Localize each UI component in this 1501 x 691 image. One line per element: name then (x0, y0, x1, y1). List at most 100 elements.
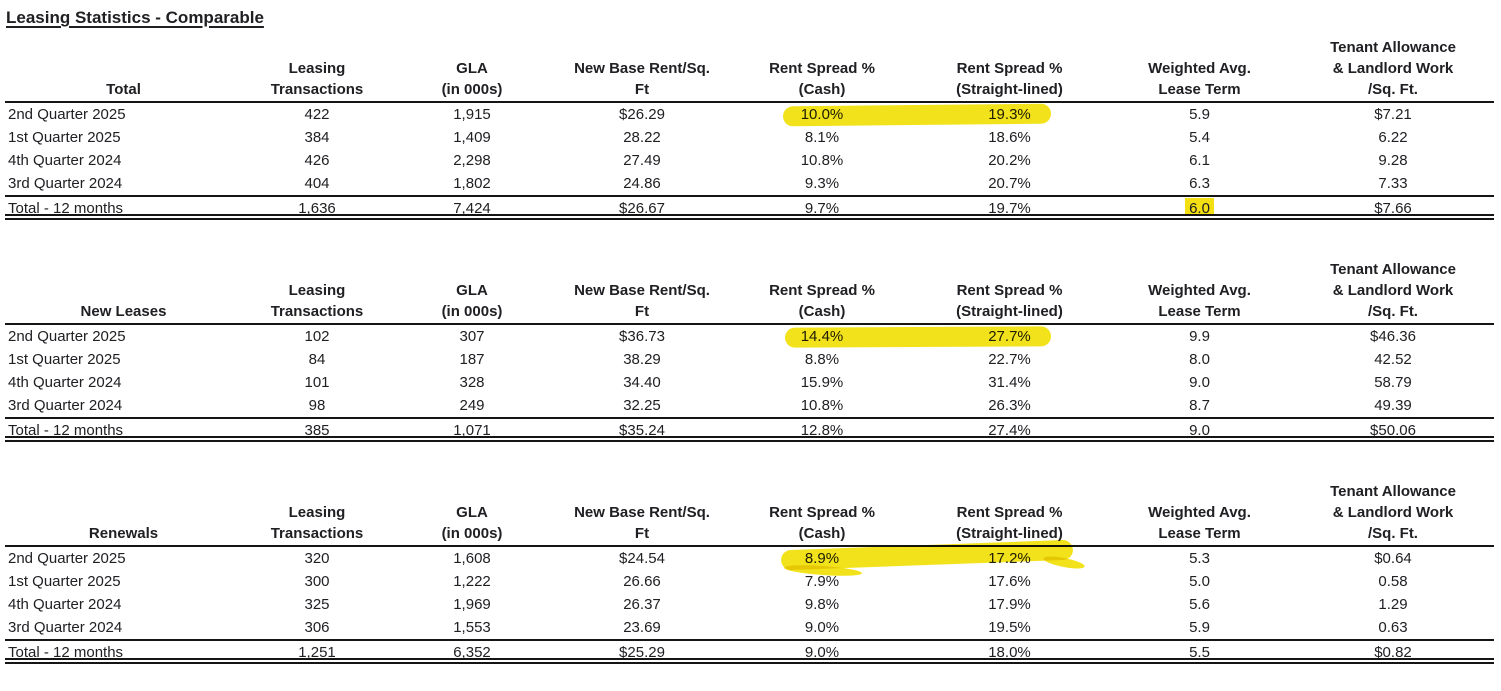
value-cell: $26.29 (619, 106, 665, 123)
value-cell: 422 (304, 106, 330, 123)
value-cell: 9.0% (804, 644, 840, 658)
table-row: 1st Quarter 2025 300 1,222 26.66 7.9% 17.6% 5.… (5, 570, 1494, 593)
row-label: 2nd Quarter 2025 (8, 328, 126, 345)
value-cell: 5.5 (1189, 644, 1210, 658)
value-cell: 98 (308, 397, 326, 414)
table-title: Renewals (88, 525, 159, 542)
value-cell: 32.25 (623, 397, 661, 414)
value-cell: 102 (304, 328, 330, 345)
column-headers-row: Renewals Leasing Transactions GLA (in 00… (5, 479, 1494, 547)
value-cell: $25.29 (619, 644, 665, 658)
value-cell: 187 (459, 351, 485, 368)
table-row: 2nd Quarter 2025 422 1,915 $26.29 10.0% 19.3%… (5, 103, 1494, 126)
value-cell: 328 (459, 374, 485, 391)
value-cell: 5.6 (1189, 596, 1210, 613)
column-header-weighted-avg-lease-term: Weighted Avg. Lease Term (1148, 282, 1251, 320)
value-cell: 20.7% (988, 175, 1031, 192)
value-cell: 2,298 (453, 152, 491, 169)
value-cell: 34.40 (623, 374, 661, 391)
value-cell: 9.0 (1189, 422, 1210, 436)
value-cell: 28.22 (623, 129, 661, 146)
column-header-leasing-transactions: Leasing Transactions (270, 282, 364, 320)
row-label: 1st Quarter 2025 (8, 573, 121, 590)
row-label: 3rd Quarter 2024 (8, 619, 123, 636)
report-page: Leasing Statistics - Comparable Total Le… (5, 8, 1494, 664)
value-cell: 7.33 (1378, 175, 1408, 192)
table-row: 3rd Quarter 2024 404 1,802 24.86 9.3% 20.7% 6.… (5, 172, 1494, 195)
value-cell: 18.6% (988, 129, 1031, 146)
value-cell: 24.86 (623, 175, 661, 192)
value-cell: 12.8% (800, 422, 844, 436)
value-cell: 1,071 (453, 422, 491, 436)
value-cell: 7,424 (453, 200, 491, 214)
value-cell: 1,553 (453, 619, 491, 636)
table-row: 3rd Quarter 2024 98 249 32.25 10.8% 26.3% 8.7 4… (5, 394, 1494, 417)
value-cell: 10.0% (800, 106, 844, 123)
column-header-weighted-avg-lease-term: Weighted Avg. Lease Term (1148, 60, 1251, 98)
column-header-leasing-transactions: Leasing Transactions (270, 504, 364, 542)
page-title: Leasing Statistics - Comparable (6, 8, 264, 27)
value-cell: 1,608 (453, 550, 491, 567)
value-cell: 19.7% (988, 200, 1031, 214)
total-row: Total - 12 months 1,251 6,352 $25.29 9.0… (5, 639, 1494, 664)
value-cell: 27.49 (623, 152, 661, 169)
value-cell: 8.1% (804, 129, 840, 146)
column-header-new-base-rent: New Base Rent/Sq. Ft (574, 60, 710, 98)
row-label: 4th Quarter 2024 (8, 374, 122, 391)
value-cell: 1,802 (453, 175, 491, 192)
value-cell: 6.22 (1378, 129, 1408, 146)
value-cell: $7.21 (1374, 106, 1412, 123)
table-title: New Leases (80, 303, 167, 320)
value-cell: 5.4 (1189, 129, 1210, 146)
value-cell: 404 (304, 175, 330, 192)
value-cell: 320 (304, 550, 330, 567)
value-cell: 101 (304, 374, 330, 391)
column-header-rent-spread-cash: Rent Spread % (Cash) (769, 504, 875, 542)
column-header-rent-spread-straight-lined: Rent Spread % (Straight-lined) (956, 504, 1063, 542)
table-row: 1st Quarter 2025 84 187 38.29 8.8% 22.7% 8.0 42… (5, 348, 1494, 371)
column-header-rent-spread-straight-lined: Rent Spread % (Straight-lined) (956, 60, 1063, 98)
column-header-weighted-avg-lease-term: Weighted Avg. Lease Term (1148, 504, 1251, 542)
row-label: 2nd Quarter 2025 (8, 550, 126, 567)
value-cell: 1,969 (453, 596, 491, 613)
row-label: 4th Quarter 2024 (8, 152, 122, 169)
total-row: Total - 12 months 1,636 7,424 $26.67 9.7… (5, 195, 1494, 220)
value-cell: 9.7% (804, 200, 840, 214)
table-row: 1st Quarter 2025 384 1,409 28.22 8.1% 18.6% 5.… (5, 126, 1494, 149)
value-cell: $35.24 (619, 422, 665, 436)
value-cell: 31.4% (988, 374, 1031, 391)
value-cell: 17.6% (988, 573, 1031, 590)
value-cell: 42.52 (1374, 351, 1412, 368)
row-label: 1st Quarter 2025 (8, 129, 121, 146)
value-cell: $50.06 (1370, 422, 1416, 436)
value-cell: 15.9% (800, 374, 844, 391)
table-body: 2nd Quarter 2025 320 1,608 $24.54 8.9% 17.2% 5… (5, 547, 1494, 639)
column-header-tenant-allowance: Tenant Allowance & Landlord Work /Sq. Ft… (1330, 261, 1456, 320)
table-body: 2nd Quarter 2025 102 307 $36.73 14.4% 27.7% 9.… (5, 325, 1494, 417)
table-title: Total (106, 81, 141, 98)
value-cell: 9.3% (804, 175, 840, 192)
value-cell: 84 (308, 351, 326, 368)
value-cell: 6.3 (1189, 175, 1210, 192)
value-cell: 1,636 (298, 200, 336, 214)
value-cell: 0.58 (1378, 573, 1408, 590)
value-cell: 5.9 (1189, 619, 1210, 636)
table-row: 2nd Quarter 2025 102 307 $36.73 14.4% 27.7% 9.… (5, 325, 1494, 348)
value-cell: 20.2% (988, 152, 1031, 169)
column-header-tenant-allowance: Tenant Allowance & Landlord Work /Sq. Ft… (1330, 483, 1456, 542)
value-cell: 17.9% (988, 596, 1031, 613)
value-cell: 22.7% (988, 351, 1031, 368)
value-cell: 5.0 (1189, 573, 1210, 590)
row-label: 4th Quarter 2024 (8, 596, 122, 613)
value-cell: 9.9 (1189, 328, 1210, 345)
table-row: 4th Quarter 2024 426 2,298 27.49 10.8% 20.2% 6… (5, 149, 1494, 172)
value-cell: 307 (459, 328, 485, 345)
value-cell: 10.8% (800, 152, 844, 169)
value-cell: 26.66 (623, 573, 661, 590)
value-cell: 384 (304, 129, 330, 146)
total-row: Total - 12 months 385 1,071 $35.24 12.8%… (5, 417, 1494, 442)
table-row: 4th Quarter 2024 101 328 34.40 15.9% 31.4% 9.0… (5, 371, 1494, 394)
value-cell: $26.67 (619, 200, 665, 214)
value-cell: 325 (304, 596, 330, 613)
value-cell: 23.69 (623, 619, 661, 636)
